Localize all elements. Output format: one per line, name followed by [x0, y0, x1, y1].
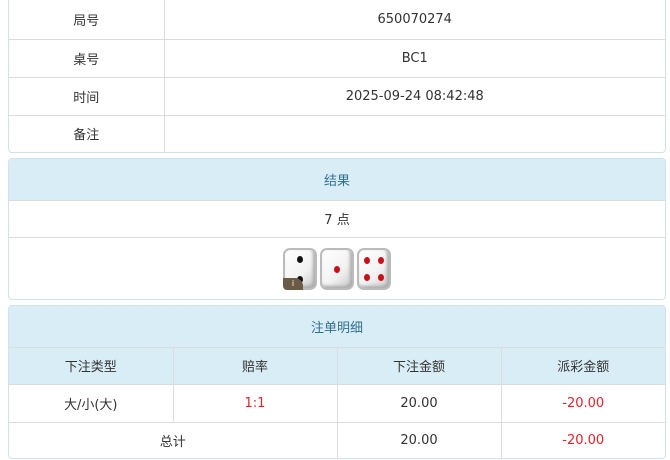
label-table: 桌号	[9, 38, 165, 78]
result-points: 7 点	[9, 199, 665, 238]
bet-type: 大/小(大)	[9, 383, 174, 423]
value-round: 650070274	[163, 0, 665, 40]
value-time: 2025-09-24 08:42:48	[163, 76, 665, 116]
col-payout: 派彩金额	[500, 346, 665, 385]
details-panel: 注单明细 下注类型 赔率 下注金额 派彩金额 大/小(大) 1:1 20.00 …	[8, 305, 666, 459]
payout: -20.00	[500, 383, 665, 423]
odds: 1:1	[172, 383, 338, 423]
die-4-icon	[357, 248, 391, 290]
value-table: BC1	[163, 38, 665, 78]
col-odds: 赔率	[172, 346, 338, 385]
info-panel: 局号 650070274 桌号 BC1 时间 2025-09-24 08:42:48 …	[8, 0, 666, 153]
col-bet-type: 下注类型	[9, 346, 174, 385]
total-payout: -20.00	[500, 421, 665, 458]
col-bet-amount: 下注金额	[336, 346, 502, 385]
total-label: 总计	[9, 421, 338, 458]
label-remark: 备注	[9, 114, 165, 152]
label-time: 时间	[9, 76, 165, 116]
value-remark	[163, 114, 665, 152]
die-1-icon	[320, 248, 354, 290]
info-badge[interactable]: i	[283, 278, 303, 290]
total-bet: 20.00	[336, 421, 502, 458]
die-2-icon: i	[283, 248, 317, 290]
details-title: 注单明细	[9, 306, 665, 348]
total-row: 总计 20.00 -20.00	[9, 421, 665, 458]
result-title: 结果	[9, 159, 665, 201]
dice-row: i	[9, 238, 665, 300]
label-round: 局号	[9, 0, 165, 40]
result-panel: 结果 7 点 i	[8, 158, 666, 300]
table-row: 大/小(大) 1:1 20.00 -20.00	[9, 383, 665, 423]
bet-amount: 20.00	[336, 383, 502, 423]
